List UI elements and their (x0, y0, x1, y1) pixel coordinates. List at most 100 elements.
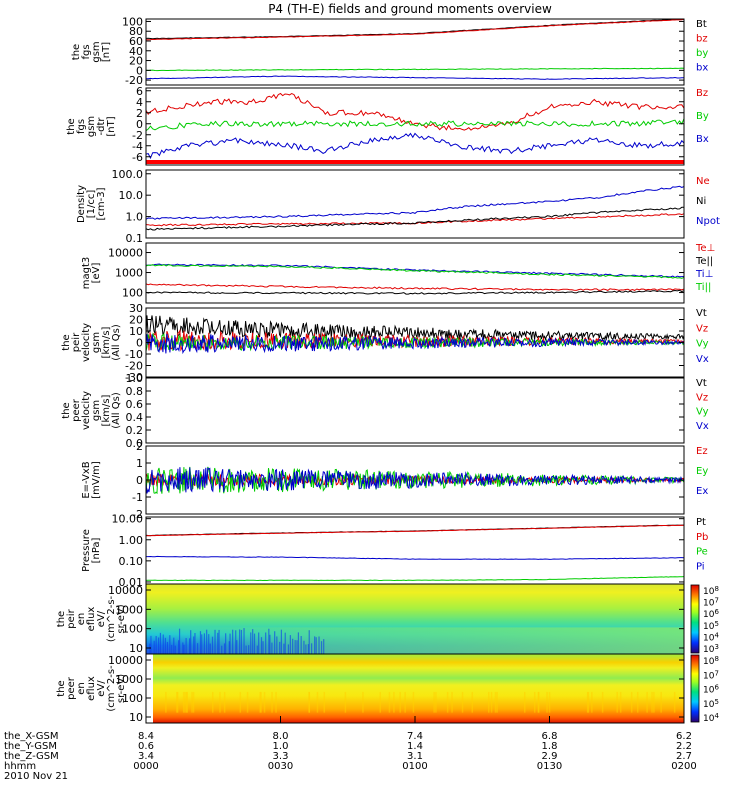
spectrogram-streak (651, 691, 653, 713)
spectrogram-streak (323, 639, 325, 654)
spectrogram-streak (271, 642, 273, 654)
spectrogram-streak (208, 634, 210, 654)
y-tick-label: 0.2 (126, 424, 144, 437)
spectrogram-streak (496, 691, 498, 713)
spectrogram-streak (209, 643, 211, 654)
y-axis-label-line: velocity (81, 323, 92, 362)
spectrogram-streak (269, 634, 271, 654)
spectrogram-streak (523, 691, 526, 713)
spectrogram-streak (182, 642, 184, 654)
x-axis-value: 2.9 (542, 751, 558, 762)
y-tick-label: 100 (122, 623, 143, 636)
series-line-Npot (145, 185, 685, 220)
spectrogram-streak (196, 643, 199, 654)
spectrogram-streak (252, 629, 254, 654)
y-axis-label-line: Density (76, 185, 87, 223)
colorbar-tick-label: 103 (703, 643, 719, 655)
spectrogram-streak (259, 691, 261, 713)
x-axis-value: 1.8 (542, 741, 558, 752)
series-line-Bx (145, 132, 685, 160)
y-tick-label: -30 (125, 371, 143, 384)
y-tick-label: 0 (136, 337, 143, 350)
series-line-Ni (145, 206, 684, 231)
spectrogram-streak (311, 643, 313, 654)
y-axis-label-line: [eV] (91, 263, 102, 284)
y-tick-label: -20 (125, 74, 143, 87)
spectrogram-streak (660, 691, 662, 713)
spectrogram-streak (253, 633, 256, 654)
spectrogram-gap (146, 654, 153, 723)
spectrogram-streak (274, 631, 276, 654)
spectrogram-streak (176, 691, 179, 713)
spectrogram-fade (146, 627, 684, 654)
x-axis-row-label: hhmm (4, 761, 36, 772)
y-axis-label-line: the (61, 334, 72, 350)
y-axis-label-line: Pressure (81, 529, 92, 572)
colorbar-tick-label: 104 (703, 631, 719, 643)
spectrogram-streak (245, 645, 247, 654)
x-axis-value: 3.3 (273, 751, 289, 762)
x-axis-value: 2.7 (676, 751, 692, 762)
y-axis-label: Density [1/cc] [cm-3] (76, 185, 107, 223)
y-axis-label-line: gsm (91, 332, 102, 353)
spectrogram-streak (193, 636, 195, 654)
spectrogram-streak (292, 638, 294, 654)
series-line-Bz (145, 92, 685, 131)
y-axis-label-line: [1/cc] (86, 190, 97, 219)
spectrogram-streak (178, 628, 181, 654)
y-tick-label: 6 (136, 85, 143, 98)
y-tick-label: 1.00 (119, 534, 144, 547)
y-axis-label-line: peer (66, 676, 77, 700)
spectrogram-streak (260, 637, 263, 654)
spectrogram-streak (218, 629, 220, 654)
legend-label-Vx: Vx (696, 421, 709, 432)
spectrogram-streak (191, 691, 193, 713)
y-tick-label: 0.8 (126, 385, 144, 398)
y-axis-label: the peir en eflux eV/(cm^2-s-sr-eV) (56, 595, 127, 642)
legend-label-Ti||: Ti|| (695, 282, 711, 293)
spectrogram-streak (256, 645, 258, 654)
colorbar-tick-label: 108 (703, 585, 719, 597)
series-line-bx (146, 75, 684, 80)
spectrogram-streak (228, 641, 230, 654)
x-axis-value: 3.4 (138, 751, 154, 762)
spectrogram-streak (239, 629, 241, 654)
y-axis-label-line: (cm^2-s- (106, 665, 117, 712)
y-axis-label-line: the (61, 402, 72, 418)
spectrogram-streak (155, 636, 157, 654)
spectrogram-streak (149, 643, 151, 654)
y-tick-label: 10000 (108, 247, 143, 260)
colorbar-tick-label: 107 (703, 669, 719, 681)
plot-frame (145, 169, 685, 239)
spectrogram-streak (546, 691, 548, 713)
spectrogram-streak (316, 691, 319, 713)
spectrogram-streak (646, 691, 648, 713)
spectrogram-streak (619, 691, 622, 713)
spectrogram-streak (393, 691, 395, 713)
legend-label-Vx: Vx (696, 354, 709, 365)
series-line-Te⊥ (145, 283, 685, 291)
panel-peer_velocity: Vt Vz Vy Vx 1.00.80.60.40.20.0 the peer velocit… (61, 372, 709, 450)
series-line-bz (146, 18, 685, 41)
y-tick-label: 10 (129, 325, 143, 338)
y-tick-label: 10000 (108, 654, 143, 667)
spectrogram-streak (199, 631, 202, 654)
legend-label-Ti⊥: Ti⊥ (695, 269, 713, 280)
series-line-Vx (145, 333, 685, 355)
plot-frame (145, 87, 685, 166)
spectrogram-streak (451, 691, 453, 713)
y-tick-label: 30 (129, 302, 143, 315)
legend-label-by: by (696, 48, 708, 59)
x-axis-block: the_X-GSM 8.4 8.0 7.4 6.8 6.2 the_Y-GSM 0.6 1.0 1… (4, 716, 697, 782)
spectrogram-streak (223, 691, 226, 713)
y-axis-label-line: eV/ (96, 680, 107, 697)
spectrogram-streak (150, 635, 152, 654)
y-tick-label: 100 (122, 692, 143, 705)
y-axis-label: the peer en eflux eV/(cm^2-s-sr-eV) (56, 665, 127, 712)
x-axis-value: 8.4 (138, 731, 154, 742)
x-axis-value: 0.6 (138, 741, 154, 752)
spectrogram-streak (178, 640, 180, 654)
spectrogram-streak (268, 628, 270, 654)
